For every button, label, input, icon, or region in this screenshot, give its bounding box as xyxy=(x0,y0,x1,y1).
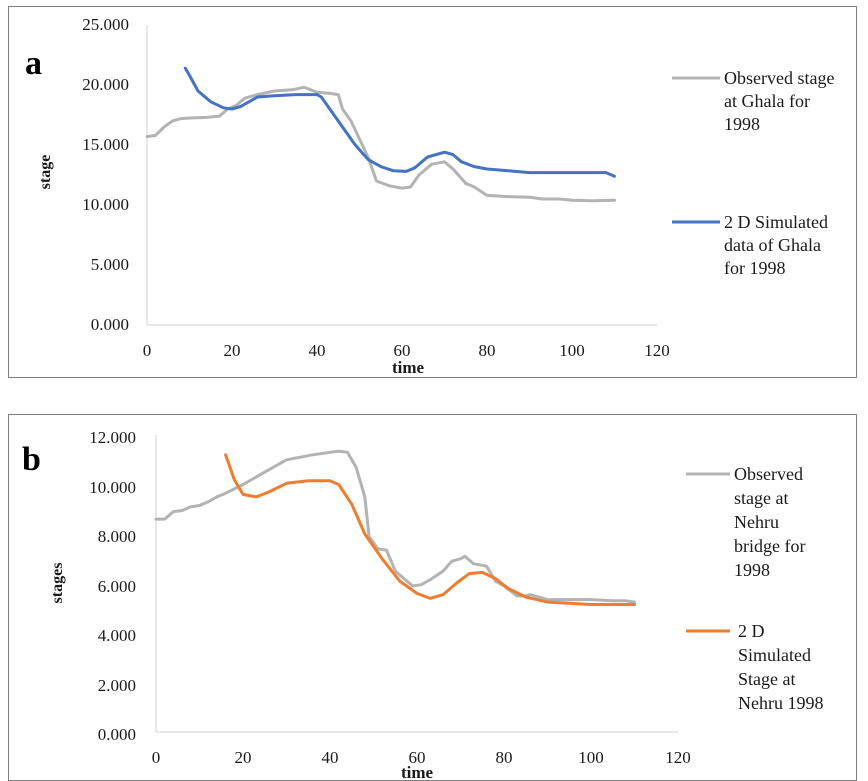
chart-b-x-tick: 0 xyxy=(152,748,161,767)
chart-a-legend-observed: Observed stage at Ghala for 1998 xyxy=(724,68,839,134)
chart-a-y-tick: 10.000 xyxy=(82,195,129,214)
chart-a-series-line-simulated xyxy=(183,66,616,178)
chart-a-y-tick: 15.000 xyxy=(82,135,129,154)
chart-a-x-tick: 20 xyxy=(224,341,241,360)
chart-b-legend-simulated: 2 D Simulated Stage at Nehru 1998 xyxy=(738,621,823,713)
chart-b-y-tick: 12.000 xyxy=(89,428,136,447)
chart-a-frame xyxy=(8,6,857,378)
chart-a-x-ticks: 0 20 40 60 80 100 120 xyxy=(143,341,670,360)
chart-a-panel-label: a xyxy=(25,45,42,82)
chart-a-y-tick: 0.000 xyxy=(91,315,129,334)
chart-b-series-line-simulated xyxy=(224,453,636,606)
chart-b-panel-label: b xyxy=(22,441,41,478)
chart-a-x-tick: 100 xyxy=(559,341,585,360)
chart-b-y-axis-label: stages xyxy=(49,563,66,604)
chart-a-y-tick: 5.000 xyxy=(91,255,129,274)
chart-b-x-label: time xyxy=(401,763,434,781)
chart-a-y-tick: 20.000 xyxy=(82,75,129,94)
chart-b-y-label: stages xyxy=(49,563,66,604)
chart-b-x-tick: 100 xyxy=(578,748,604,767)
chart-b-legend: Observed stage at Nehru bridge for 1998 … xyxy=(686,464,823,713)
chart-a-x-tick: 80 xyxy=(479,341,496,360)
chart-b-y-tick: 10.000 xyxy=(89,478,136,497)
chart-a: a stage time 0.000 5.000 10.000 15.000 2… xyxy=(25,15,839,377)
chart-b-x-tick: 80 xyxy=(496,748,513,767)
chart-a-y-tick: 25.000 xyxy=(82,15,129,34)
chart-a-y-axis-label: stage xyxy=(37,155,54,190)
chart-b-y-tick: 6.000 xyxy=(98,577,136,596)
chart-b-x-tick: 40 xyxy=(322,748,339,767)
chart-b-legend-observed: Observed stage at Nehru bridge for 1998 xyxy=(734,464,810,580)
chart-a-y-ticks: 0.000 5.000 10.000 15.000 20.000 25.000 xyxy=(82,15,129,334)
chart-a-x-tick: 120 xyxy=(644,341,670,360)
chart-b: b stages time 0.000 2.000 4.000 6.000 8.… xyxy=(22,428,823,781)
chart-a-y-label: stage xyxy=(37,155,54,190)
chart-a-series-line-observed xyxy=(145,85,616,203)
chart-a-x-tick: 60 xyxy=(394,341,411,360)
chart-b-y-tick: 0.000 xyxy=(98,725,136,744)
chart-b-y-tick: 2.000 xyxy=(98,676,136,695)
chart-b-y-tick: 8.000 xyxy=(98,527,136,546)
chart-a-plot-area xyxy=(145,66,616,203)
chart-a-legend-simulated: 2 D Simulated data of Ghala for 1998 xyxy=(724,212,833,278)
chart-a-legend: Observed stage at Ghala for 1998 2 D Sim… xyxy=(672,68,839,278)
chart-b-y-ticks: 0.000 2.000 4.000 6.000 8.000 10.000 12.… xyxy=(89,428,136,744)
chart-b-y-tick: 4.000 xyxy=(98,626,136,645)
chart-b-x-tick: 60 xyxy=(409,748,426,767)
chart-b-plot-area xyxy=(154,449,636,606)
chart-b-x-tick: 120 xyxy=(665,748,691,767)
chart-b-x-ticks: 0 20 40 60 80 100 120 xyxy=(152,748,691,767)
chart-a-x-tick: 40 xyxy=(309,341,326,360)
chart-a-x-tick: 0 xyxy=(143,341,152,360)
chart-a-x-label: time xyxy=(392,358,425,377)
chart-b-x-tick: 20 xyxy=(235,748,252,767)
